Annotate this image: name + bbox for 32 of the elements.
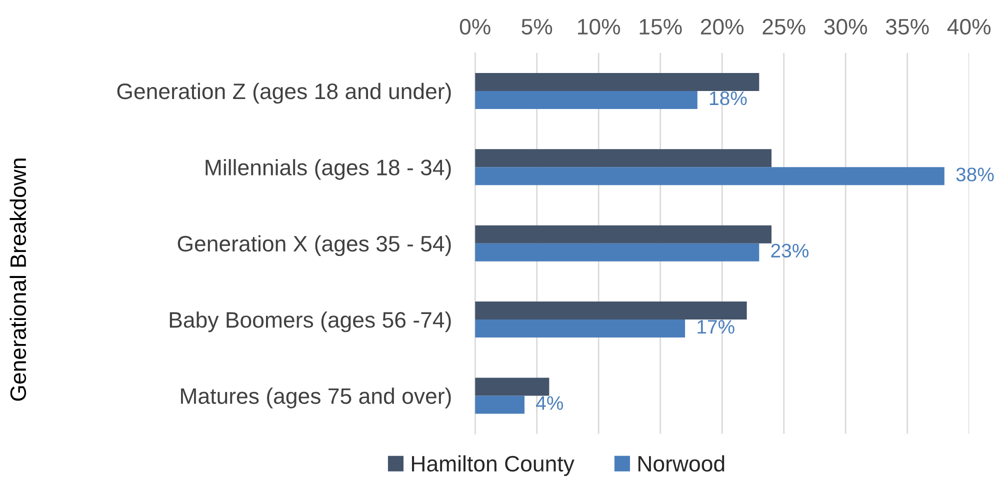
legend-label: Hamilton County xyxy=(412,455,574,476)
bar xyxy=(475,149,772,168)
bar xyxy=(475,302,747,320)
x-tick-label: 15% xyxy=(640,18,682,35)
bar xyxy=(475,72,760,91)
y-tick-label: Millennials (ages 18 - 34) xyxy=(206,159,451,180)
y-tick-label: Baby Boomers (ages 56 -74) xyxy=(170,311,451,332)
x-tick-label: 40% xyxy=(947,18,991,35)
bar xyxy=(475,320,686,338)
data-label: 4% xyxy=(536,396,564,410)
x-tick-label: 30% xyxy=(824,18,868,35)
x-tick-label: 0% xyxy=(460,18,490,35)
x-tick-label: 5% xyxy=(522,18,552,35)
y-tick-label: Generation Z (ages 18 and under) xyxy=(117,82,451,104)
data-label: 38% xyxy=(956,168,994,182)
x-tick-label: 35% xyxy=(886,18,929,35)
y-axis-title: Generational Breakdown xyxy=(10,158,26,401)
data-label: 17% xyxy=(698,320,734,334)
bar xyxy=(475,243,760,262)
legend-label: Norwood xyxy=(638,455,724,472)
x-tick-label: 10% xyxy=(578,18,620,35)
bar xyxy=(475,90,698,109)
y-tick-label: Matures (ages 75 and over) xyxy=(181,388,451,408)
bar xyxy=(475,225,772,244)
x-tick-label: 25% xyxy=(762,18,806,35)
bar xyxy=(475,378,550,396)
bar xyxy=(475,396,524,414)
bar xyxy=(475,167,944,186)
y-tick-label: Generation X (ages 35 - 54) xyxy=(178,235,451,256)
data-label: 23% xyxy=(771,244,808,258)
x-tick-label: 20% xyxy=(700,18,744,35)
data-label: 18% xyxy=(710,91,747,106)
